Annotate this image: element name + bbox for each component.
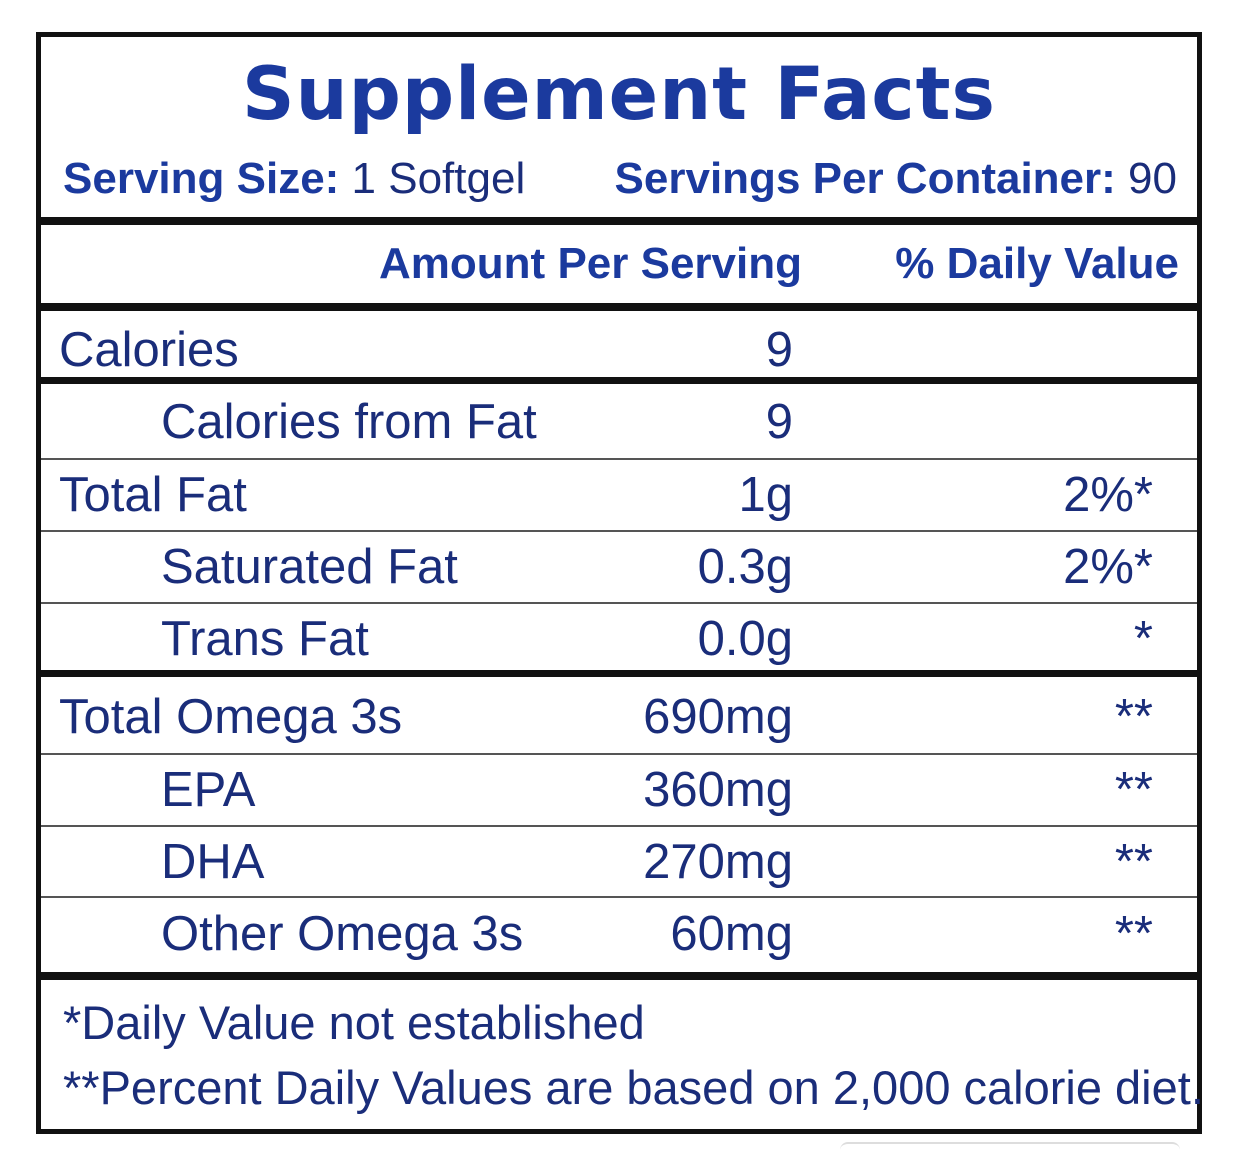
table-row: Trans Fat 0.0g *	[41, 604, 1197, 674]
column-header-daily-value: % Daily Value	[895, 239, 1179, 288]
serving-size-value: 1 Softgel	[351, 154, 526, 203]
table-row: EPA 360mg **	[41, 755, 1197, 825]
serving-size-label: Serving Size:	[63, 154, 340, 203]
nutrient-name: Other Omega 3s	[161, 907, 524, 961]
table-row: Total Fat 1g 2%*	[41, 460, 1197, 530]
nutrient-daily-value: **	[1114, 835, 1153, 889]
nutrient-daily-value: 2%*	[1063, 468, 1153, 522]
nutrient-name: Trans Fat	[161, 612, 369, 666]
column-header-amount: Amount Per Serving	[379, 239, 802, 288]
nutrient-daily-value: **	[1114, 690, 1153, 744]
serving-size: Serving Size: 1 Softgel	[63, 147, 525, 211]
table-row: DHA 270mg **	[41, 827, 1197, 897]
table-row: Other Omega 3s 60mg **	[41, 899, 1197, 969]
nutrient-amount: 0.0g	[697, 612, 793, 666]
nutrient-name: EPA	[161, 763, 256, 817]
row-divider	[41, 825, 1197, 827]
table-row: Saturated Fat 0.3g 2%*	[41, 532, 1197, 602]
nutrient-name: Total Omega 3s	[59, 690, 403, 744]
divider-thick	[41, 377, 1197, 384]
nutrient-daily-value: *	[1133, 612, 1153, 666]
servings-per-container-value: 90	[1128, 154, 1177, 203]
row-divider	[41, 753, 1197, 755]
divider-thick	[41, 670, 1197, 677]
nutrient-daily-value: **	[1114, 907, 1153, 961]
nutrient-name: Calories from Fat	[161, 395, 537, 449]
nutrient-amount: 0.3g	[697, 540, 793, 594]
supplement-facts-panel: Supplement Facts Serving Size: 1 Softgel…	[36, 32, 1204, 1134]
row-divider	[41, 602, 1197, 604]
divider-thick	[41, 303, 1197, 311]
row-divider	[41, 896, 1197, 898]
divider-thick	[41, 217, 1197, 225]
serving-info: Serving Size: 1 Softgel Servings Per Con…	[63, 147, 1177, 211]
panel-title: Supplement Facts	[242, 52, 996, 137]
nutrient-amount: 360mg	[643, 763, 793, 817]
edge-artifact	[840, 1142, 1180, 1152]
nutrient-name: Total Fat	[59, 468, 247, 522]
servings-per-container: Servings Per Container: 90	[615, 147, 1177, 211]
nutrient-amount: 690mg	[643, 690, 793, 744]
row-divider	[41, 458, 1197, 460]
row-divider	[41, 530, 1197, 532]
nutrient-name: Saturated Fat	[161, 540, 458, 594]
table-row: Total Omega 3s 690mg **	[41, 682, 1197, 752]
nutrient-daily-value: 2%*	[1063, 540, 1153, 594]
table-row: Calories from Fat 9	[41, 387, 1197, 457]
nutrient-amount: 9	[765, 323, 793, 377]
footnote-daily-value: *Daily Value not established	[63, 996, 645, 1049]
table-row: Calories 9	[41, 315, 1197, 385]
footnote-percent-basis: **Percent Daily Values are based on 2,00…	[63, 1061, 1204, 1114]
nutrient-amount: 270mg	[643, 835, 793, 889]
nutrient-name: Calories	[59, 323, 239, 377]
nutrient-amount: 60mg	[670, 907, 793, 961]
divider-thick	[41, 972, 1197, 980]
nutrient-daily-value: **	[1114, 763, 1153, 817]
servings-per-container-label: Servings Per Container:	[614, 154, 1116, 203]
nutrient-amount: 9	[765, 395, 793, 449]
nutrient-amount: 1g	[738, 468, 793, 522]
nutrient-name: DHA	[161, 835, 265, 889]
